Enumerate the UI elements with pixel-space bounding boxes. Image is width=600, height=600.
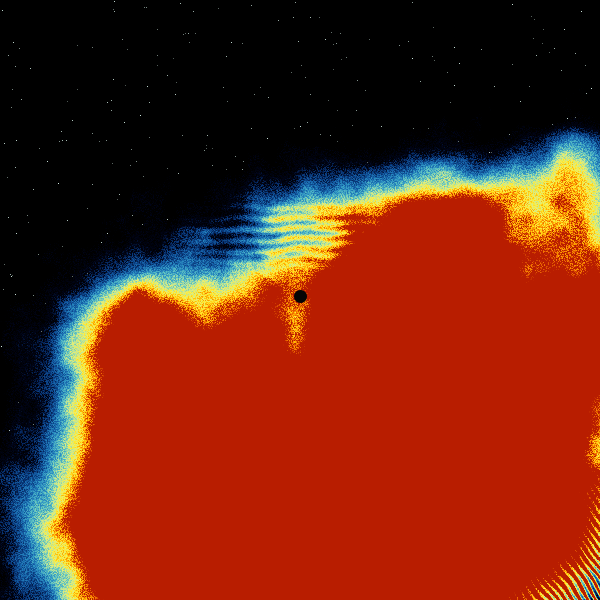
image-viewport: Rainbow false-color radio intensity map … (0, 0, 600, 600)
intensity-map-canvas (0, 0, 600, 600)
